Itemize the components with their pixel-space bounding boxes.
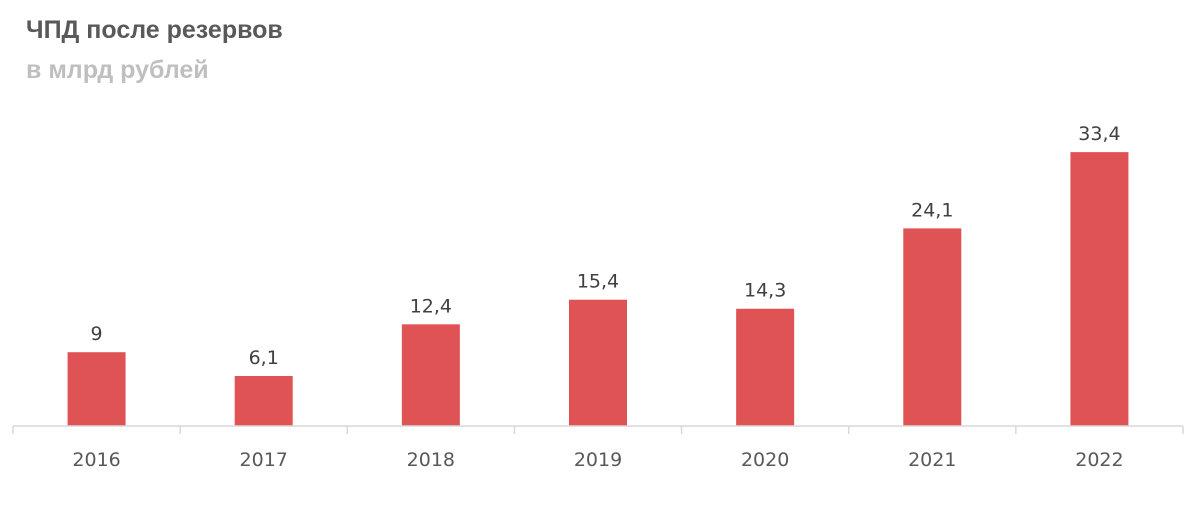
bar-2022 xyxy=(1070,152,1129,426)
x-axis: 2016 2017 2018 2019 2020 2021 2022 xyxy=(12,425,1184,471)
data-label-2020: 14,3 xyxy=(744,280,786,302)
x-tick-label-2021: 2021 xyxy=(908,449,956,471)
bar-2018 xyxy=(401,324,460,426)
chart-title: ЧПД после резервов xyxy=(26,16,283,44)
data-label-2022: 33,4 xyxy=(1078,123,1120,145)
data-label-2017: 6,1 xyxy=(249,347,279,369)
x-tick-label-2019: 2019 xyxy=(574,449,622,471)
x-tick-label-2016: 2016 xyxy=(72,449,120,471)
data-label-2016: 9 xyxy=(91,323,103,345)
chart-subtitle: в млрд рублей xyxy=(26,56,209,84)
data-label-2018: 12,4 xyxy=(410,295,452,317)
bar-2019 xyxy=(569,299,627,426)
bar-2020 xyxy=(736,308,795,426)
x-tick-label-2022: 2022 xyxy=(1075,449,1123,471)
value-labels-group: 9 6,1 12,4 15,4 14,3 24,1 33,4 xyxy=(91,123,1121,369)
x-tick-label-2020: 2020 xyxy=(741,449,789,471)
data-label-2021: 24,1 xyxy=(911,199,953,221)
bar-2021 xyxy=(903,228,962,426)
x-tick-label-2018: 2018 xyxy=(407,449,455,471)
x-tick-label-2017: 2017 xyxy=(240,449,288,471)
bars-group xyxy=(67,152,1129,426)
bar-2017 xyxy=(234,375,293,426)
bar-2016 xyxy=(67,352,126,426)
data-label-2019: 15,4 xyxy=(577,271,619,293)
